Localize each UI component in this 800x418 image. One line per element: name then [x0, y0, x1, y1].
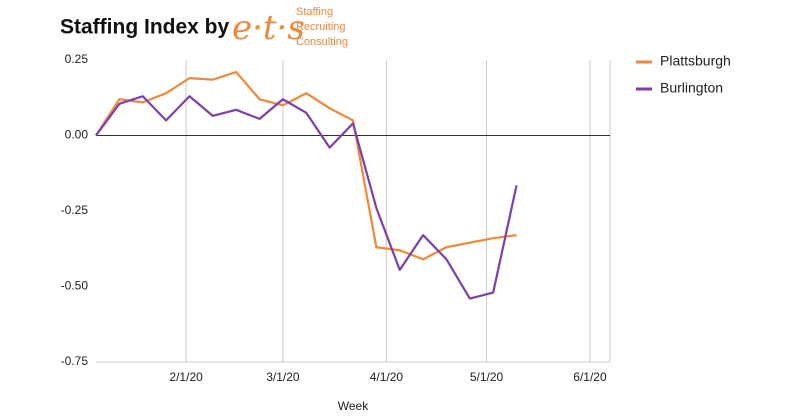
y-tick-label: 0.00	[65, 128, 89, 142]
x-tick-label: 2/1/20	[169, 370, 203, 384]
y-tick-label: -0.50	[61, 279, 89, 293]
x-tick-label: 3/1/20	[266, 370, 300, 384]
y-tick-label: -0.25	[61, 203, 89, 217]
logo-mark: e·t·s	[232, 8, 305, 48]
y-tick-label: -0.75	[61, 354, 89, 368]
x-axis-label: Week	[338, 399, 369, 413]
x-tick-label: 5/1/20	[470, 370, 504, 384]
legend-label: Burlington	[660, 80, 723, 96]
y-tick-label: 0.25	[65, 52, 89, 66]
logo-text: Staffing	[296, 6, 333, 18]
logo-text: Consulting	[296, 36, 348, 48]
x-tick-label: 6/1/20	[573, 370, 607, 384]
x-tick-label: 4/1/20	[370, 370, 404, 384]
legend-label: Plattsburgh	[660, 53, 731, 69]
chart-title: Staffing Index by	[60, 16, 230, 39]
series-line	[95, 70, 517, 261]
series-line	[95, 95, 518, 300]
logo-text: Recruiting	[296, 21, 346, 33]
